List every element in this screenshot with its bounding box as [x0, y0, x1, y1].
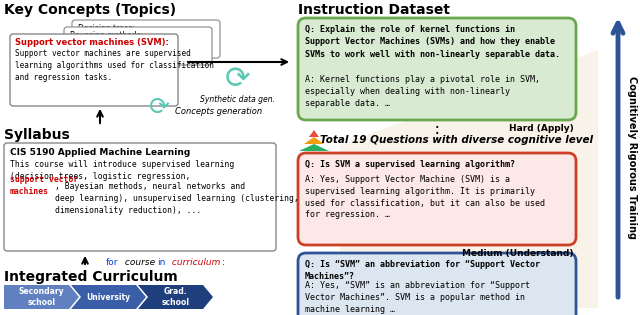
Text: in: in: [157, 258, 165, 267]
Polygon shape: [304, 137, 324, 144]
Text: Synthetic data gen.: Synthetic data gen.: [200, 95, 275, 104]
Text: Cognitively Rigorous Training: Cognitively Rigorous Training: [627, 77, 637, 239]
FancyBboxPatch shape: [4, 143, 276, 251]
FancyBboxPatch shape: [298, 253, 576, 315]
Text: for: for: [106, 258, 118, 267]
Polygon shape: [309, 130, 319, 137]
Text: Medium (Understand): Medium (Understand): [463, 249, 574, 258]
Text: Bayesian methods:: Bayesian methods:: [70, 31, 143, 40]
Text: University: University: [86, 293, 131, 301]
Text: support vector
machines: support vector machines: [10, 175, 78, 196]
FancyBboxPatch shape: [64, 27, 212, 65]
Text: Hard (Apply): Hard (Apply): [509, 124, 574, 133]
FancyBboxPatch shape: [72, 20, 220, 58]
Polygon shape: [340, 50, 598, 308]
Text: Support vector machines (SVM):: Support vector machines (SVM):: [15, 38, 169, 47]
Text: Grad.
school: Grad. school: [161, 287, 189, 307]
Text: ⟳: ⟳: [225, 66, 251, 94]
Text: Concepts generation: Concepts generation: [175, 107, 262, 117]
Text: A: Yes, “SVM” is an abbreviation for “Support
Vector Machines”. SVM is a popular: A: Yes, “SVM” is an abbreviation for “Su…: [305, 281, 530, 314]
Text: :: :: [222, 258, 225, 267]
Text: Instruction Dataset: Instruction Dataset: [298, 3, 450, 17]
Text: ⟳: ⟳: [150, 96, 170, 120]
Text: curriculum: curriculum: [169, 258, 220, 267]
Text: CIS 5190 Applied Machine Learning: CIS 5190 Applied Machine Learning: [10, 148, 190, 157]
Polygon shape: [71, 285, 146, 309]
Text: Q: Is “SVM” an abbreviation for “Support Vector
Machines”?: Q: Is “SVM” an abbreviation for “Support…: [305, 260, 540, 281]
Polygon shape: [4, 285, 79, 309]
Polygon shape: [138, 285, 213, 309]
Text: Q: Explain the role of kernel functions in
Support Vector Machines (SVMs) and ho: Q: Explain the role of kernel functions …: [305, 25, 560, 59]
Text: Integrated Curriculum: Integrated Curriculum: [4, 270, 178, 284]
Text: Support vector machines are supervised
learning algorithms used for classificati: Support vector machines are supervised l…: [15, 49, 214, 82]
Text: Secondary
school: Secondary school: [19, 287, 64, 307]
Text: A: Yes, Support Vector Machine (SVM) is a
supervised learning algorithm. It is p: A: Yes, Support Vector Machine (SVM) is …: [305, 175, 545, 220]
Polygon shape: [299, 144, 329, 151]
Text: Total 19 Questions with diverse cognitive level: Total 19 Questions with diverse cognitiv…: [320, 135, 593, 145]
FancyBboxPatch shape: [298, 18, 576, 120]
Text: ⋮: ⋮: [429, 124, 445, 142]
Text: Key Concepts (Topics): Key Concepts (Topics): [4, 3, 176, 17]
Text: Syllabus: Syllabus: [4, 128, 70, 142]
Text: , Bayesian methods, neural networks and
deep learning), unsupervised learning (c: , Bayesian methods, neural networks and …: [55, 182, 299, 215]
Text: course: course: [122, 258, 158, 267]
FancyBboxPatch shape: [298, 153, 576, 245]
FancyBboxPatch shape: [10, 34, 178, 106]
Text: A: Kernel functions play a pivotal role in SVM,
especially when dealing with non: A: Kernel functions play a pivotal role …: [305, 75, 540, 108]
Text: Decision trees:: Decision trees:: [78, 24, 135, 33]
Text: Q: Is SVM a supervised learning algorithm?: Q: Is SVM a supervised learning algorith…: [305, 160, 515, 169]
Text: This course will introduce supervised learning
(decision trees, logistic regress: This course will introduce supervised le…: [10, 160, 234, 181]
